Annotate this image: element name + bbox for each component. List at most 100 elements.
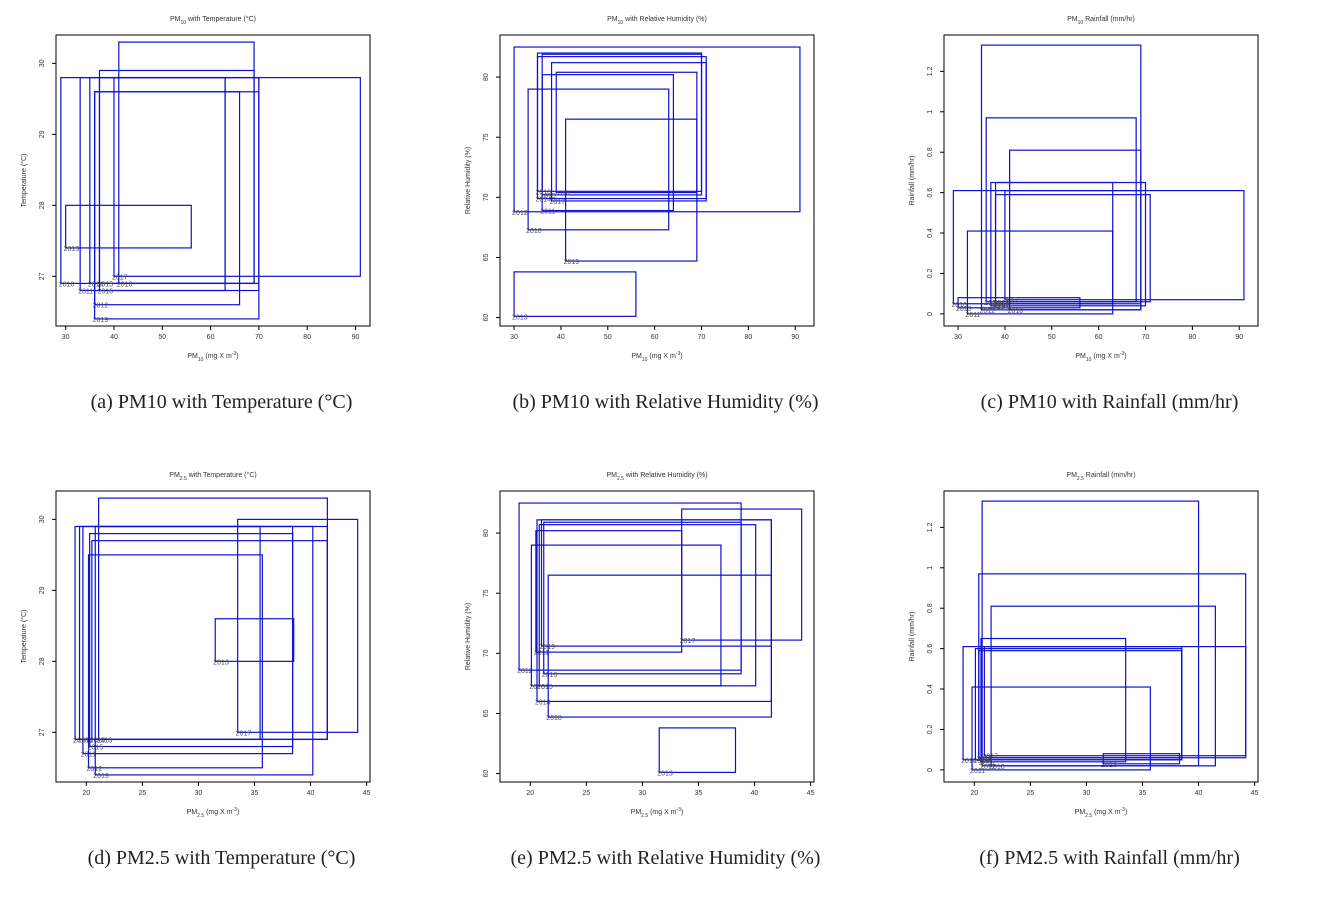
- year-label: 2011: [78, 289, 93, 296]
- range-box: [78, 525, 328, 741]
- x-tick-label: 30: [639, 790, 647, 797]
- year-label: 2016: [97, 289, 113, 296]
- year-label: 2016: [90, 737, 106, 744]
- chart-title: PM2.5 with Relative Humidity (%): [606, 472, 707, 482]
- range-box: [536, 52, 703, 192]
- range-box: [658, 727, 737, 773]
- x-axis-label: PM10 (mg X m-3): [187, 351, 238, 363]
- year-label: 2019: [93, 773, 109, 780]
- range-box: [65, 204, 192, 249]
- y-tick-label: 29: [39, 130, 46, 138]
- y-axis-label: Rainfall (mm/hr): [909, 612, 916, 662]
- y-axis-label: Relative Humidity (%): [465, 147, 472, 214]
- year-label: 2011: [534, 650, 549, 657]
- y-tick-label: 0.4: [927, 684, 934, 694]
- y-tick-label: 80: [483, 73, 490, 81]
- x-tick-label: 30: [195, 790, 203, 797]
- year-label: 2010: [73, 737, 89, 744]
- year-label: 2019: [539, 644, 555, 651]
- year-label: 2015: [97, 281, 113, 288]
- x-tick-label: 90: [1235, 334, 1243, 341]
- y-tick-label: 27: [39, 272, 46, 280]
- range-box: [555, 71, 698, 194]
- y-tick-label: 65: [483, 709, 490, 717]
- chart-panel: PM10 Rainfall (mm/hr) 30 40 50 60 70 80 90 0 0.2 0…: [888, 0, 1331, 456]
- x-tick-label: 60: [1095, 334, 1103, 341]
- year-label: 2018: [117, 281, 133, 288]
- year-label: 2015: [540, 193, 556, 200]
- range-box: [94, 91, 260, 320]
- year-label: 2010: [59, 281, 75, 288]
- x-tick-label: 45: [1251, 790, 1259, 797]
- plot-frame: [499, 34, 815, 327]
- range-box: [971, 686, 1151, 771]
- range-box: [681, 508, 803, 641]
- x-tick-label: 90: [352, 334, 360, 341]
- x-tick-label: 20: [82, 790, 90, 797]
- range-box: [994, 181, 1114, 305]
- x-tick-label: 30: [510, 334, 518, 341]
- year-label: 2014: [535, 699, 551, 706]
- range-box: [87, 554, 263, 769]
- range-box: [94, 525, 314, 776]
- y-tick-label: 70: [483, 649, 490, 657]
- range-box: [962, 646, 1183, 761]
- y-tick-label: 30: [39, 59, 46, 67]
- figure-caption: (f) PM2.5 with Rainfall (mm/hr): [979, 847, 1240, 869]
- chart-title: PM2.5 Rainfall (mm/hr): [1066, 472, 1135, 482]
- x-tick-label: 20: [526, 790, 534, 797]
- y-tick-label: 28: [39, 657, 46, 665]
- chart-panel: PM2.5 Rainfall (mm/hr) 20 25 30 35 40 45 0 0.2 0.…: [888, 456, 1331, 912]
- year-label: 2017: [680, 638, 696, 645]
- x-tick-label: 80: [744, 334, 752, 341]
- x-tick-label: 20: [970, 790, 978, 797]
- year-label: 2013: [512, 314, 528, 321]
- year-label: 2011: [970, 768, 985, 775]
- range-box: [89, 76, 260, 285]
- year-label: 2010: [526, 228, 542, 235]
- range-box: [82, 525, 294, 755]
- x-axis-label: PM10 (mg X m-3): [1075, 351, 1126, 363]
- year-label: 2012: [979, 308, 995, 315]
- range-box: [79, 76, 260, 292]
- chart-title: PM10 with Relative Humidity (%): [607, 16, 707, 26]
- chart-title: PM10 with Temperature (°C): [170, 15, 256, 26]
- range-box: [543, 521, 742, 675]
- x-tick-label: 40: [1195, 790, 1203, 797]
- year-label: 2017: [112, 274, 128, 281]
- year-label: 2018: [989, 764, 1005, 771]
- range-box: [990, 605, 1216, 767]
- x-tick-label: 30: [62, 334, 70, 341]
- x-tick-label: 25: [582, 790, 590, 797]
- y-tick-label: 60: [483, 770, 490, 778]
- plot-frame: [499, 490, 815, 783]
- y-tick-label: 27: [39, 728, 46, 736]
- y-tick-label: 0.2: [927, 268, 934, 278]
- y-tick-label: 0.6: [927, 644, 934, 654]
- range-box: [527, 88, 670, 231]
- x-tick-label: 60: [207, 334, 215, 341]
- range-box: [535, 530, 683, 653]
- x-tick-label: 70: [255, 334, 263, 341]
- year-label: 2013: [64, 246, 80, 253]
- year-label: 2019: [994, 300, 1010, 307]
- x-axis-label: PM10 (mg X m-3): [631, 351, 682, 363]
- y-tick-label: 30: [39, 515, 46, 523]
- range-box: [513, 46, 801, 213]
- range-box: [985, 117, 1137, 303]
- y-tick-label: 0.6: [927, 188, 934, 198]
- x-tick-label: 40: [110, 334, 118, 341]
- x-tick-label: 40: [1001, 334, 1009, 341]
- year-label: 2011: [965, 312, 980, 319]
- range-box: [60, 76, 226, 285]
- x-tick-label: 70: [1142, 334, 1150, 341]
- y-tick-label: 0: [927, 768, 934, 772]
- range-box: [978, 650, 1183, 759]
- year-label: 2014: [78, 737, 94, 744]
- year-label: 2013: [657, 770, 673, 777]
- range-box: [980, 637, 1127, 763]
- y-axis-label: Rainfall (mm/hr): [909, 156, 916, 206]
- range-box: [981, 500, 1200, 767]
- range-box: [74, 525, 261, 741]
- year-label: 2018: [1008, 308, 1024, 315]
